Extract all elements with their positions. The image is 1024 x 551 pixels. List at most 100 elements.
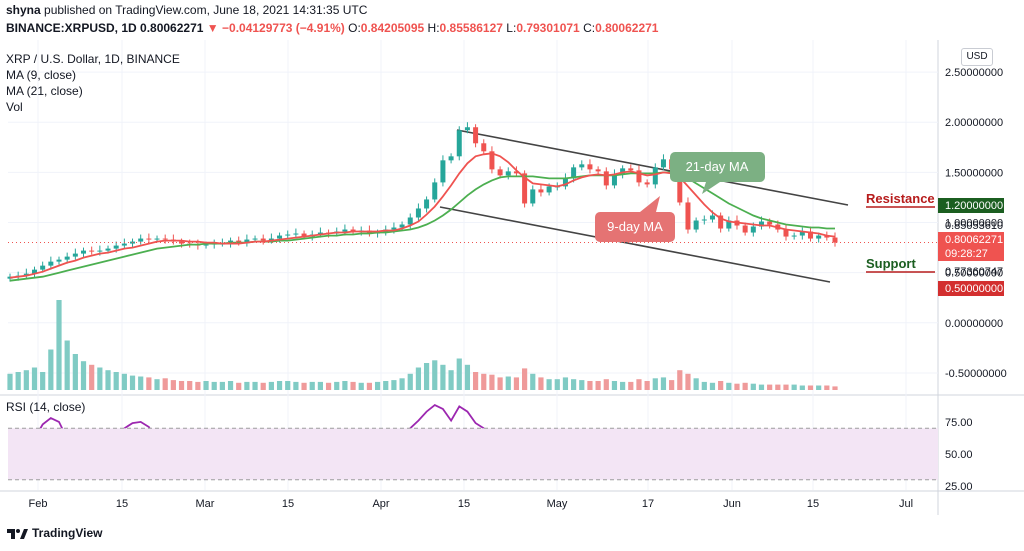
- legend-ma21[interactable]: MA (21, close): [6, 84, 83, 98]
- candle-body: [244, 239, 250, 243]
- volume-bar: [497, 377, 503, 390]
- volume-bar: [522, 368, 528, 390]
- price-tags: 1.20000000 0.85053610 0.80062271 09:28:27 0.…: [938, 198, 1004, 296]
- volume-bar: [513, 377, 520, 390]
- price-tag-label: 0.77360747: [945, 266, 1003, 278]
- volume-bar: [154, 379, 160, 390]
- grid: [0, 40, 1024, 515]
- candle-body: [628, 168, 634, 171]
- volume-bar: [374, 381, 381, 390]
- rsi-label[interactable]: RSI (14, close): [6, 400, 86, 414]
- candle-body: [268, 238, 274, 241]
- candle-body: [718, 215, 724, 229]
- symbol-row: BINANCE:XRPUSD, 1D 0.80062271 ▼ −0.04129…: [6, 21, 658, 35]
- candle-body: [260, 238, 266, 241]
- volume-bar: [293, 381, 299, 390]
- volume-bar: [15, 372, 21, 390]
- volume-bar: [244, 381, 250, 390]
- x-tick-label: Mar: [196, 498, 215, 510]
- candle-body: [407, 217, 413, 225]
- volume-bar: [628, 381, 634, 390]
- y-tick-label: -0.50000000: [945, 368, 1007, 380]
- candle-body: [285, 234, 291, 236]
- currency-button[interactable]: USD: [961, 48, 993, 66]
- candle-body: [587, 164, 593, 170]
- published-text: published on TradingView.com, June 18, 2…: [44, 3, 368, 17]
- candle-body: [138, 238, 144, 242]
- volume-bar: [285, 381, 291, 390]
- volume-bar: [595, 381, 601, 390]
- candle-body: [816, 235, 822, 239]
- candle-body: [179, 241, 185, 244]
- legend-ma9[interactable]: MA (9, close): [6, 68, 77, 82]
- volume-bar: [472, 372, 479, 390]
- volume-bar: [383, 381, 389, 390]
- candle-body: [448, 156, 454, 161]
- volume-bar: [448, 370, 454, 390]
- ma9-callout-label: 9-day MA: [607, 219, 663, 234]
- volume-bar: [579, 380, 585, 390]
- tradingview-logo[interactable]: TradingView: [6, 526, 102, 540]
- volume-bar: [342, 381, 348, 390]
- tradingview-logo-icon: [7, 529, 28, 539]
- volume-bar: [350, 381, 356, 390]
- ma9-callout-bubble: [595, 196, 675, 242]
- symbol[interactable]: BINANCE:XRPUSD, 1D: [6, 21, 137, 35]
- volume-bar: [203, 381, 209, 390]
- candle-body: [350, 229, 356, 232]
- candle-body: [660, 159, 666, 168]
- volume-bar: [64, 340, 70, 390]
- volume-bar: [236, 382, 242, 390]
- volume-bar: [571, 379, 577, 390]
- volume-bar: [432, 360, 438, 390]
- legend-title[interactable]: XRP / U.S. Dollar, 1D, BINANCE: [6, 52, 180, 66]
- candle-body: [644, 182, 650, 185]
- price-tag-label: 1.20000000: [945, 200, 1003, 212]
- author[interactable]: shyna: [6, 3, 41, 17]
- volume-bar: [677, 370, 683, 390]
- x-tick-label: Jun: [723, 498, 741, 510]
- candle-body: [742, 225, 748, 233]
- volume-bar: [138, 376, 144, 390]
- close-value: 0.80062271: [595, 21, 659, 35]
- volume-bar: [660, 377, 667, 390]
- candle-body: [440, 160, 446, 183]
- volume-bar: [554, 379, 560, 390]
- volume-bar: [799, 385, 805, 390]
- candle-body: [701, 219, 707, 221]
- candle-body: [342, 229, 348, 232]
- volume-bar: [701, 381, 707, 390]
- volume-bar: [489, 374, 495, 390]
- candle-body: [415, 208, 421, 218]
- volume-bar: [276, 381, 283, 390]
- x-tick-label: May: [547, 498, 568, 510]
- volume-bar: [530, 373, 536, 390]
- x-tick-label: Feb: [29, 498, 48, 510]
- candle-body: [652, 167, 658, 185]
- candle-body: [824, 235, 830, 238]
- candle-body: [121, 243, 127, 246]
- y-tick-label: 0.00000000: [945, 318, 1003, 330]
- candle-body: [162, 238, 168, 240]
- legend-vol[interactable]: Vol: [6, 100, 23, 114]
- volume-bar: [685, 373, 691, 390]
- x-tick-label: Jul: [899, 498, 913, 510]
- volume-bar: [113, 372, 119, 390]
- candle-body: [709, 215, 715, 220]
- volume-bar: [587, 381, 593, 390]
- high-label: H:: [427, 21, 440, 35]
- volume-bar: [162, 378, 168, 390]
- volume-bar: [40, 372, 46, 390]
- volume-bar: [775, 384, 781, 390]
- volume-bar: [399, 378, 405, 390]
- candle-body: [595, 169, 601, 172]
- support-label: Support: [866, 256, 916, 271]
- volume-bar: [669, 380, 675, 390]
- ma9-line: [9, 152, 836, 279]
- open-label: O:: [348, 21, 361, 35]
- candle-body: [40, 265, 46, 270]
- candle-body: [513, 171, 519, 174]
- candle-body: [97, 250, 103, 252]
- candle-body: [505, 171, 511, 176]
